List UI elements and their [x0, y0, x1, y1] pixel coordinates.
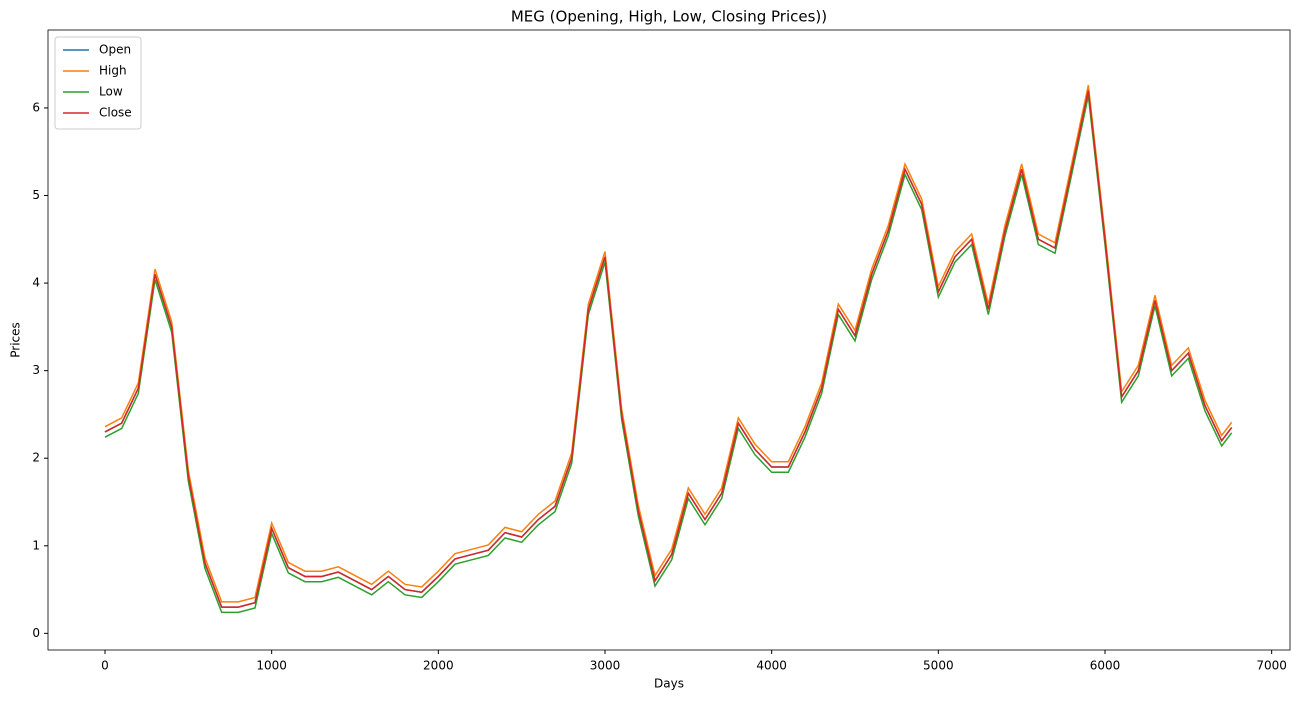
y-tick-label: 3: [32, 363, 40, 377]
x-tick-label: 5000: [923, 659, 954, 673]
y-tick-label: 4: [32, 276, 40, 290]
legend-label: Open: [99, 43, 131, 57]
y-tick-label: 1: [32, 538, 40, 552]
x-tick-label: 4000: [756, 659, 787, 673]
x-axis-label: Days: [654, 677, 684, 691]
x-tick-label: 3000: [590, 659, 621, 673]
y-tick-label: 6: [32, 100, 40, 114]
legend-label: Low: [99, 85, 123, 99]
line: [104, 95, 1233, 614]
y-tick-label: 5: [32, 188, 40, 202]
line: [104, 90, 1233, 608]
y-axis-label: Prices: [9, 322, 23, 358]
x-tick-label: 6000: [1090, 659, 1121, 673]
legend-box: [54, 36, 142, 130]
x-tick-label: 7000: [1256, 659, 1287, 673]
y-tick-label: 0: [32, 626, 40, 640]
x-tick-label: 2000: [423, 659, 454, 673]
x-tick-label: 1000: [256, 659, 287, 673]
legend-label: Close: [99, 106, 132, 120]
plot-frame: [47, 29, 1291, 651]
legend-label: High: [99, 64, 127, 78]
y-tick-label: 2: [32, 451, 40, 465]
line: [104, 85, 1233, 603]
chart-title: MEG (Opening, High, Low, Closing Prices)…: [511, 8, 827, 26]
x-tick-label: 0: [101, 659, 109, 673]
